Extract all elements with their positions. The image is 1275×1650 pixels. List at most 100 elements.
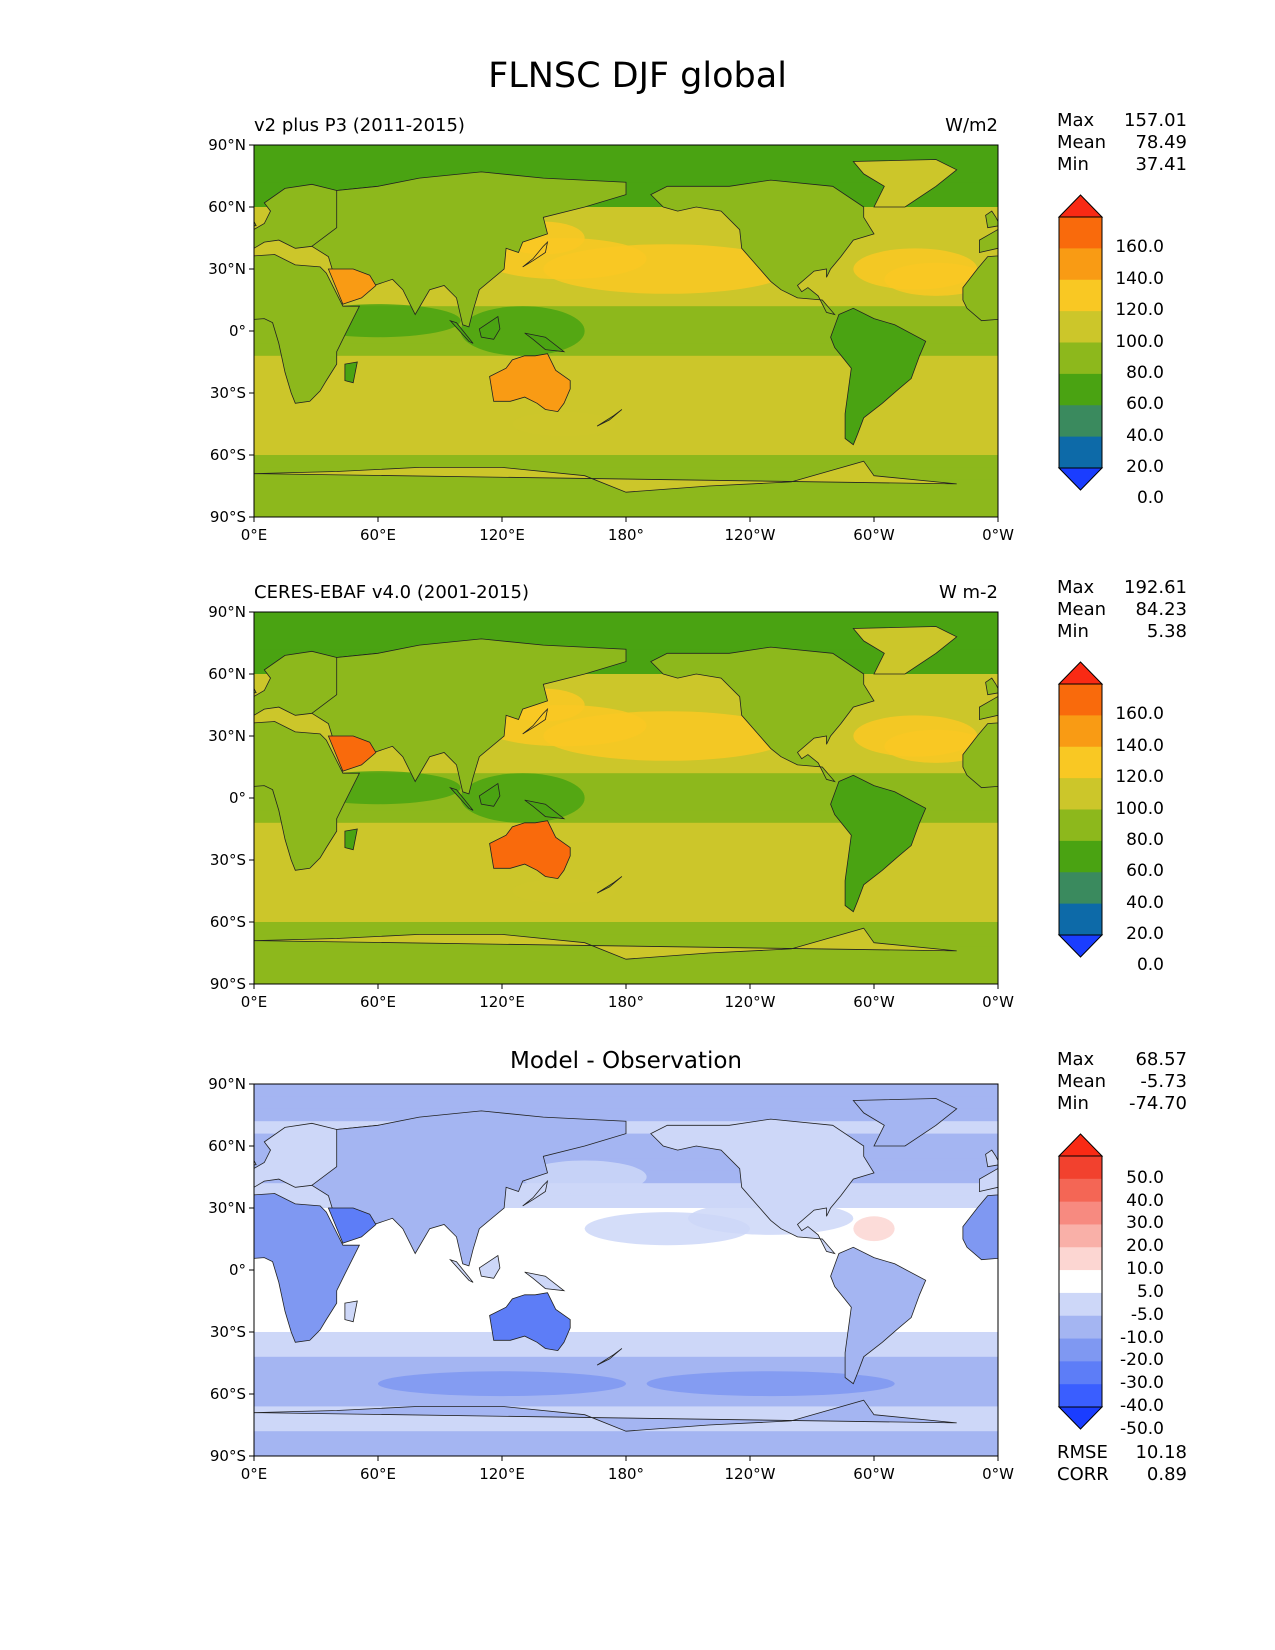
land-japan xyxy=(522,240,549,268)
lon-tick-label: 0°E xyxy=(240,526,268,544)
lon-tick-label: 60°E xyxy=(359,993,397,1011)
colorbar-tick-label: 50.0 xyxy=(1126,1167,1164,1188)
colorbar-bin xyxy=(1059,342,1102,375)
stat-label: Max xyxy=(1057,1049,1095,1070)
field-band xyxy=(254,1431,998,1445)
colorbar-tick-label: 40.0 xyxy=(1126,425,1164,446)
field-band xyxy=(254,922,998,935)
lat-tick-label: 0° xyxy=(228,1261,246,1279)
field-band xyxy=(254,405,998,419)
lat-tick-label: 90°N xyxy=(208,136,246,154)
land-greenland xyxy=(852,1098,958,1147)
lon-tick-label: 60°W xyxy=(853,993,895,1011)
panel-title: Model - Observation xyxy=(509,1048,743,1074)
field-band xyxy=(254,810,998,824)
field-band xyxy=(254,1084,998,1097)
stat-label: Mean xyxy=(1057,599,1107,620)
colorbar-bin xyxy=(1059,684,1102,716)
field-band xyxy=(254,393,998,406)
colorbar-tick-label: -5.0 xyxy=(1130,1304,1164,1325)
colorbar-outline xyxy=(1058,216,1103,469)
error-stats-block: RMSE 10.18 CORR 0.89 xyxy=(1057,1442,1187,1486)
colorbar-bin xyxy=(1059,279,1102,312)
land-southAmerica xyxy=(830,774,927,913)
land-greenland xyxy=(852,159,958,208)
land-newGuinea xyxy=(524,799,566,820)
colorbar-tick-label: 80.0 xyxy=(1126,829,1164,850)
field-band xyxy=(254,355,998,369)
field-band xyxy=(254,624,998,638)
land-arabia xyxy=(327,735,377,772)
stat-row: RMSE 10.18 xyxy=(1057,1442,1187,1464)
panel-units: W/m2 xyxy=(945,115,998,136)
stat-label: Min xyxy=(1057,154,1089,175)
stat-label: Min xyxy=(1057,1093,1089,1114)
colorbar-bin xyxy=(1059,872,1102,905)
lon-tick-label: 180° xyxy=(607,526,645,544)
field-patch xyxy=(378,1371,626,1397)
colorbar-bin xyxy=(1059,436,1102,469)
colorbar-bin xyxy=(1059,1292,1102,1317)
land-europe xyxy=(979,228,998,254)
colorbar-bin xyxy=(1059,1338,1102,1362)
land-asia xyxy=(311,1110,627,1267)
field-band xyxy=(254,1294,998,1308)
field-band xyxy=(254,884,998,898)
figure-title: FLNSC DJF global xyxy=(488,56,787,96)
lon-tick-label: 120°W xyxy=(724,1465,776,1483)
colorbar-tick-label: 60.0 xyxy=(1126,861,1164,882)
colorbar-tick-label: 30.0 xyxy=(1126,1213,1164,1234)
field-band xyxy=(254,798,998,811)
colorbar-tick-label: 80.0 xyxy=(1126,362,1164,383)
land-northAmerica xyxy=(650,1118,875,1255)
field-band xyxy=(254,971,998,984)
stat-label: Max xyxy=(1057,110,1095,131)
stat-row: Max 157.01 xyxy=(1057,110,1187,132)
colorbar-tick-label: 100.0 xyxy=(1115,798,1164,819)
stat-value: 192.61 xyxy=(1124,577,1187,598)
stat-row: Min 37.41 xyxy=(1057,154,1187,176)
lon-tick-label: 60°E xyxy=(359,526,397,544)
field-band xyxy=(254,442,998,456)
colorbar-bin xyxy=(1059,778,1102,810)
field-band xyxy=(254,1356,998,1370)
land-sumatra xyxy=(449,1258,474,1283)
land-nz xyxy=(596,409,623,427)
stats-block: Max 157.01 Mean 78.49 Min 37.41 xyxy=(1057,110,1187,176)
land-newGuinea xyxy=(524,332,566,353)
land-antarctica xyxy=(254,927,957,984)
land-japan xyxy=(522,707,549,735)
field-patch xyxy=(522,1160,647,1194)
colorbar-tick-label: 160.0 xyxy=(1115,237,1164,258)
colorbar-bin xyxy=(1059,1224,1102,1248)
colorbar-bin xyxy=(1059,217,1102,249)
colorbar-bin xyxy=(1059,1247,1102,1271)
lat-tick-label: 30°N xyxy=(208,260,246,278)
land-africa xyxy=(962,255,998,322)
colorbar-tick-label: 40.0 xyxy=(1126,1190,1164,1211)
land-japan xyxy=(522,1179,549,1207)
colorbar-bin xyxy=(1059,1315,1102,1340)
lat-tick-label: 90°N xyxy=(208,1075,246,1093)
land-sumatra xyxy=(449,319,474,344)
lat-tick-label: 30°S xyxy=(209,384,246,402)
field-patch xyxy=(512,878,616,904)
land-borneo xyxy=(478,782,501,807)
colorbar-bin xyxy=(1059,903,1102,936)
colorbar-bin xyxy=(1059,746,1102,779)
field-band xyxy=(254,492,998,506)
field-band xyxy=(254,1270,998,1283)
land-asia xyxy=(311,171,627,328)
field-band xyxy=(254,909,998,923)
colorbar-tick-label: -50.0 xyxy=(1120,1418,1164,1439)
stat-label: Mean xyxy=(1057,132,1107,153)
colorbar-tick-label: 120.0 xyxy=(1115,300,1164,321)
lat-tick-label: 60°N xyxy=(208,198,246,216)
stat-label: RMSE xyxy=(1057,1442,1108,1463)
colorbar-bin xyxy=(1059,809,1102,842)
land-africa xyxy=(254,254,361,404)
lon-tick-label: 180° xyxy=(607,993,645,1011)
